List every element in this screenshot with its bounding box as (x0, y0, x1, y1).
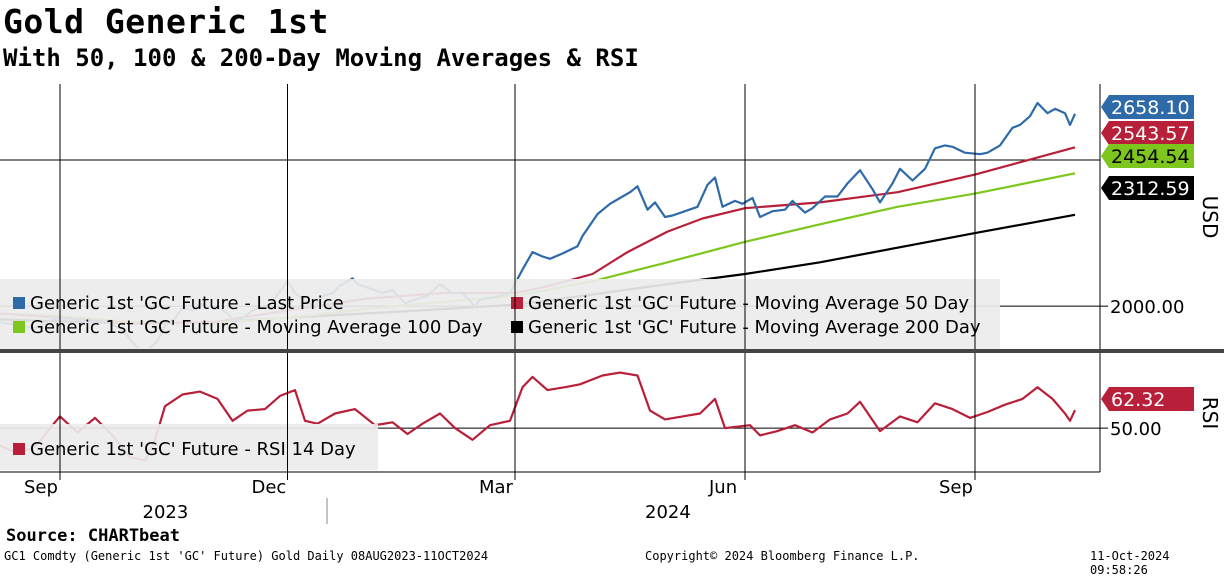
rsi-panel: 50.00 RSI Generic 1st 'GC' Future - RSI 14… (0, 371, 1222, 470)
rsi-axis-label: 50.00 (1110, 419, 1162, 440)
value-tag-label: 2312.59 (1111, 178, 1190, 200)
timestamp: 11-Oct-2024 09:58:26 (1090, 549, 1170, 577)
month-tick-label: Jun (708, 477, 737, 498)
ticker-info: GC1 Comdty (Generic 1st 'GC' Future) Gol… (4, 549, 489, 563)
legend-entry: Generic 1st 'GC' Future - RSI 14 Day (30, 439, 356, 460)
value-tag-ma50: 2543.57 (1101, 121, 1194, 145)
year-label: 2024 (645, 502, 691, 523)
chart-subtitle: With 50, 100 & 200-Day Moving Averages &… (3, 44, 639, 72)
legend-swatch (13, 297, 25, 309)
legend-swatch (511, 321, 523, 333)
price-axis-title: USD (1198, 196, 1222, 239)
x-axis: Sep Dec Mar Jun Sep 2023 2024 (24, 84, 976, 524)
price-axis-label: 2000.00 (1110, 297, 1184, 318)
month-tick-label: Sep (939, 477, 973, 498)
legend-swatch (13, 443, 25, 455)
value-tag-shape (1101, 176, 1194, 200)
rsi-legend: Generic 1st 'GC' Future - RSI 14 Day (0, 424, 378, 470)
value-tag-last_price: 2658.10 (1101, 95, 1194, 119)
rsi-axis-title: RSI (1198, 397, 1222, 430)
legend-box (0, 424, 378, 470)
series-line-rsi (0, 371, 1076, 462)
legend-entry: Generic 1st 'GC' Future - Moving Average… (30, 317, 483, 338)
month-tick-label: Mar (479, 477, 514, 498)
price-panel: 2000.00 USD Generic 1st 'GC' Future - Last… (0, 95, 1222, 349)
chart-title: Gold Generic 1st (3, 2, 329, 41)
legend-box (0, 279, 1000, 349)
legend-entry: Generic 1st 'GC' Future - Last Price (30, 293, 344, 314)
legend-entry: Generic 1st 'GC' Future - Moving Average… (528, 317, 981, 338)
value-tag-shape (1101, 121, 1194, 145)
value-tag-shape (1101, 95, 1194, 119)
year-label: 2023 (143, 502, 189, 523)
value-tag-label: 2658.10 (1111, 97, 1190, 119)
price-legend: Generic 1st 'GC' Future - Last Price Gene… (0, 279, 1000, 349)
month-tick-label: Dec (252, 477, 287, 498)
value-tag-shape (1101, 387, 1194, 411)
value-tag-label: 2454.54 (1111, 146, 1190, 168)
legend-entry: Generic 1st 'GC' Future - Moving Average… (528, 293, 969, 314)
month-tick-label: Sep (24, 477, 58, 498)
source-label: Source: CHARTbeat (6, 526, 180, 546)
value-tag-rsi: 62.32 (1101, 387, 1194, 411)
copyright: Copyright© 2024 Bloomberg Finance L.P. (645, 549, 920, 563)
value-tag-ma100: 2454.54 (1101, 144, 1194, 168)
legend-swatch (13, 321, 25, 333)
value-tag-label: 2543.57 (1111, 123, 1190, 145)
value-tag-ma200: 2312.59 (1101, 176, 1194, 200)
value-tag-label: 62.32 (1111, 389, 1165, 411)
value-tag-shape (1101, 144, 1194, 168)
legend-swatch (511, 297, 523, 309)
